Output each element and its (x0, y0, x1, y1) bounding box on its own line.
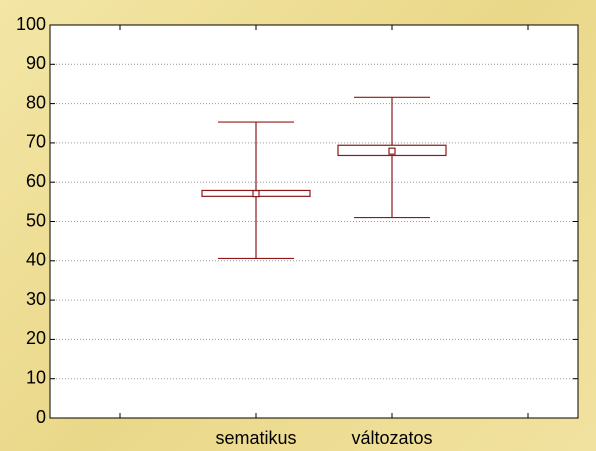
y-tick-label: 70 (26, 132, 46, 152)
y-tick-label: 20 (26, 328, 46, 348)
y-tick-label: 100 (16, 14, 46, 34)
x-tick-label: sematikus (215, 428, 296, 448)
y-tick-label: 0 (36, 407, 46, 427)
y-tick-label: 90 (26, 53, 46, 73)
y-tick-label: 30 (26, 289, 46, 309)
y-tick-label: 10 (26, 367, 46, 387)
center-point (252, 189, 260, 198)
y-tick-label: 80 (26, 92, 46, 112)
x-tick-label: változatos (351, 428, 432, 448)
y-tick-label: 60 (26, 171, 46, 191)
y-tick-label: 50 (26, 210, 46, 230)
center-point (388, 147, 396, 155)
y-tick-label: 40 (26, 250, 46, 270)
